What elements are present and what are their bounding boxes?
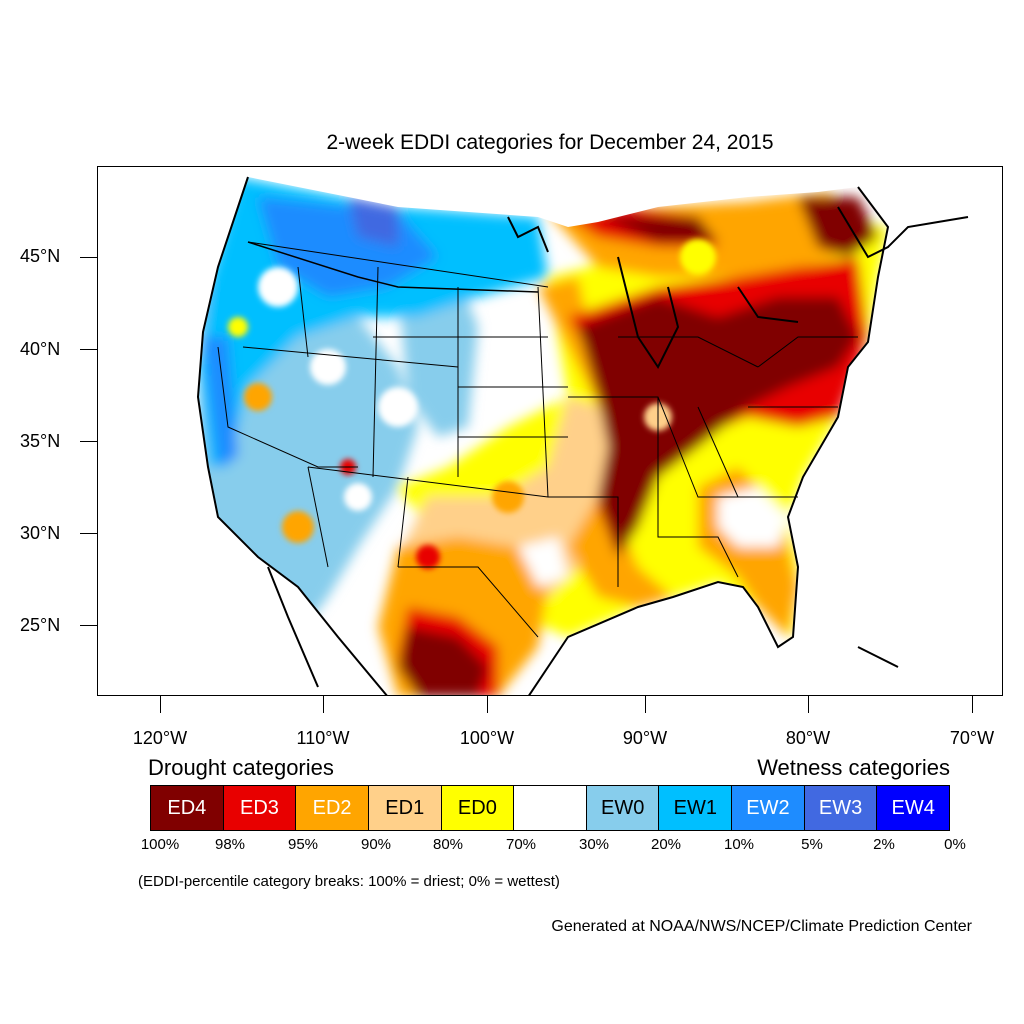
legend-ew1: EW1 — [659, 786, 733, 830]
lat-label-40n: 40°N — [20, 339, 61, 359]
lat-tick — [80, 533, 97, 534]
lon-tick — [160, 696, 161, 713]
map-panel — [97, 166, 1003, 696]
percentile-label: 20% — [650, 836, 682, 853]
lon-label-100w: 100°W — [459, 728, 515, 748]
percentile-label: 2% — [873, 836, 895, 853]
percentile-label: 0% — [944, 836, 966, 853]
lon-tick — [972, 696, 973, 713]
credit-text: Generated at NOAA/NWS/NCEP/Climate Predi… — [551, 918, 972, 935]
lon-label-120w: 120°W — [132, 728, 188, 748]
percentile-label: 100% — [140, 836, 180, 853]
map-title: 2-week EDDI categories for December 24, … — [326, 131, 774, 154]
state-boundaries — [217, 241, 858, 638]
legend-ew3: EW3 — [804, 786, 878, 830]
map-lines — [247, 241, 539, 293]
percentile-label: 90% — [360, 836, 392, 853]
percentile-label: 95% — [287, 836, 319, 853]
lat-tick — [80, 257, 97, 258]
percentile-label: 70% — [505, 836, 537, 853]
lon-label-80w: 80°W — [785, 728, 831, 748]
category-legend: ED4 ED3 ED2 ED1 ED0 EW0 EW1 EW2 EW3 EW4 — [150, 785, 950, 831]
legend-ed4: ED4 — [151, 786, 224, 830]
lon-tick — [808, 696, 809, 713]
drought-categories-heading: Drought categories — [148, 755, 334, 780]
percentile-label: 30% — [578, 836, 610, 853]
lon-label-70w: 70°W — [949, 728, 995, 748]
eddi-map — [196, 176, 969, 695]
lat-tick — [80, 349, 97, 350]
legend-ew4: EW4 — [877, 786, 950, 830]
percentile-label: 5% — [801, 836, 823, 853]
category-fields — [198, 177, 888, 695]
percentile-label: 80% — [432, 836, 464, 853]
lon-tick — [645, 696, 646, 713]
lat-tick — [80, 441, 97, 442]
legend-ed1: ED1 — [368, 786, 442, 830]
legend-ew0: EW0 — [586, 786, 660, 830]
coastlines — [196, 176, 969, 695]
lon-label-90w: 90°W — [622, 728, 668, 748]
legend-ed0: ED0 — [441, 786, 515, 830]
lat-tick — [80, 625, 97, 626]
lat-label-35n: 35°N — [20, 431, 61, 451]
legend-ed2: ED2 — [296, 786, 369, 830]
percentile-label: 98% — [214, 836, 246, 853]
lat-label-45n: 45°N — [20, 246, 61, 266]
lon-label-110w: 110°W — [296, 728, 350, 748]
legend-ed3: ED3 — [223, 786, 297, 830]
wetness-categories-heading: Wetness categories — [757, 755, 950, 780]
lat-label-30n: 30°N — [20, 523, 61, 543]
lon-tick — [323, 696, 324, 713]
category-breaks-note: (EDDI-percentile category breaks: 100% =… — [138, 873, 560, 890]
legend-ew2: EW2 — [732, 786, 805, 830]
speckle-texture — [228, 239, 716, 569]
drought-region — [378, 192, 888, 695]
legend-neutral — [514, 786, 587, 830]
lat-label-25n: 25°N — [20, 615, 61, 635]
percentile-label: 10% — [723, 836, 755, 853]
lon-tick — [487, 696, 488, 713]
